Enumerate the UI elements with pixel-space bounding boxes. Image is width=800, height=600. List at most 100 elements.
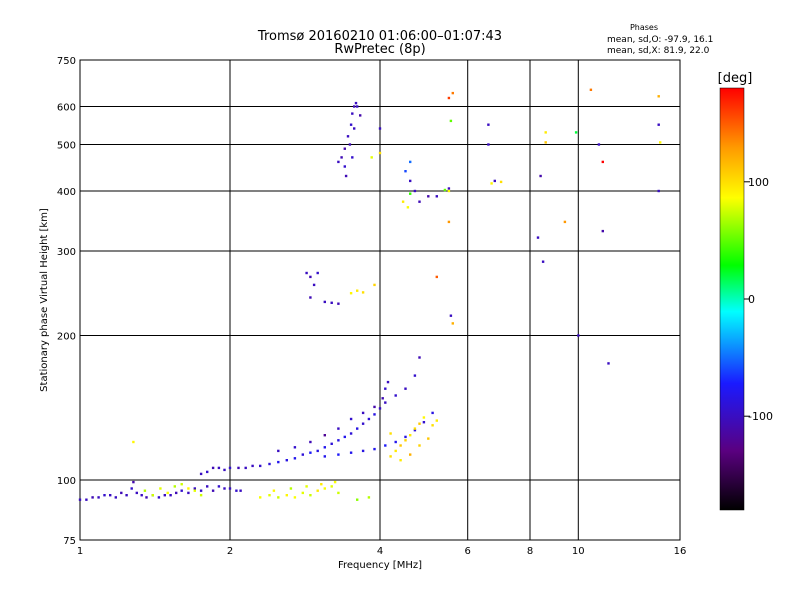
data-point [268,494,271,497]
data-point [373,405,376,409]
data-point [293,457,297,460]
data-point [323,434,326,437]
data-point [244,466,247,470]
data-point [601,160,604,164]
data-point [312,283,316,287]
data-point [404,170,407,173]
x-tick-label: 6 [465,546,471,557]
colorbar-tick-label: 100 [748,176,769,189]
data-point [343,435,346,439]
data-point [187,487,190,490]
data-point [449,119,453,123]
data-point [384,444,387,447]
data-point [305,271,308,275]
data-point [384,401,387,404]
data-points [78,88,662,501]
data-point [166,491,169,495]
data-point [384,387,387,390]
data-point [187,491,190,495]
data-point [413,429,417,432]
data-point [389,455,392,458]
data-point [223,487,226,490]
data-point [361,291,365,294]
data-point [427,437,430,440]
data-point [259,464,262,468]
data-point [418,356,421,359]
data-point [422,421,426,424]
data-point [589,88,593,91]
data-point [316,489,319,492]
data-point [199,472,203,476]
data-point [386,380,390,384]
data-point [277,460,280,464]
data-point [378,407,382,410]
data-point [349,417,353,421]
data-point [175,491,178,495]
data-point [447,220,451,224]
data-point [323,446,326,449]
data-point [422,416,426,419]
data-point [251,464,254,468]
data-point [431,424,434,427]
data-point [206,470,209,474]
x-axis-label: Frequency [MHz] [338,560,422,571]
data-point [97,496,100,499]
data-point [285,459,288,462]
data-point [563,220,567,224]
data-point [239,489,242,492]
x-tick-label: 10 [572,546,585,557]
data-point [348,143,352,146]
y-tick-label: 200 [57,332,76,343]
data-point [451,91,454,95]
data-point [157,496,161,499]
data-point [199,489,203,492]
data-point [285,494,288,497]
data-point [353,105,356,108]
data-point [268,462,271,466]
data-point [333,480,337,484]
data-point [361,422,365,425]
data-point [193,489,196,492]
data-point [447,187,451,190]
data-point [109,494,112,497]
data-point [277,496,280,499]
data-point [356,105,359,108]
data-point [305,485,308,488]
data-point [78,498,82,501]
data-point [418,422,421,425]
data-point [443,188,447,192]
data-point [337,302,340,305]
data-point [657,123,660,126]
data-point [449,314,453,317]
y-axis: 75 100 200 300 400 500 600 750 [57,56,76,547]
data-point [354,101,358,105]
stats-title: Phases [630,23,658,32]
data-point [574,131,578,134]
data-point [451,322,454,325]
data-point [91,496,94,499]
data-point [140,494,143,497]
colorbar-label: [deg] [718,71,753,86]
data-point [337,439,340,442]
data-point [132,480,135,484]
data-point [413,427,417,430]
data-point [409,192,412,195]
data-point [356,498,359,501]
data-point [404,435,407,439]
y-axis-label: Stationary phase Virtual Height [km] [39,208,50,392]
data-point [259,496,262,499]
colorbar-ticks: 100 0 -100 [744,176,773,423]
data-point [367,417,371,421]
y-tick-label: 100 [57,476,76,487]
data-point [597,143,601,146]
y-tick-label: 75 [63,536,76,547]
colorbar-tick-label: -100 [748,410,773,423]
data-point [217,466,221,470]
data-point [657,189,660,193]
data-point [217,485,221,488]
data-point [418,200,421,203]
data-point [607,362,610,365]
data-point [135,491,138,495]
data-point [120,491,123,495]
data-point [330,301,333,304]
